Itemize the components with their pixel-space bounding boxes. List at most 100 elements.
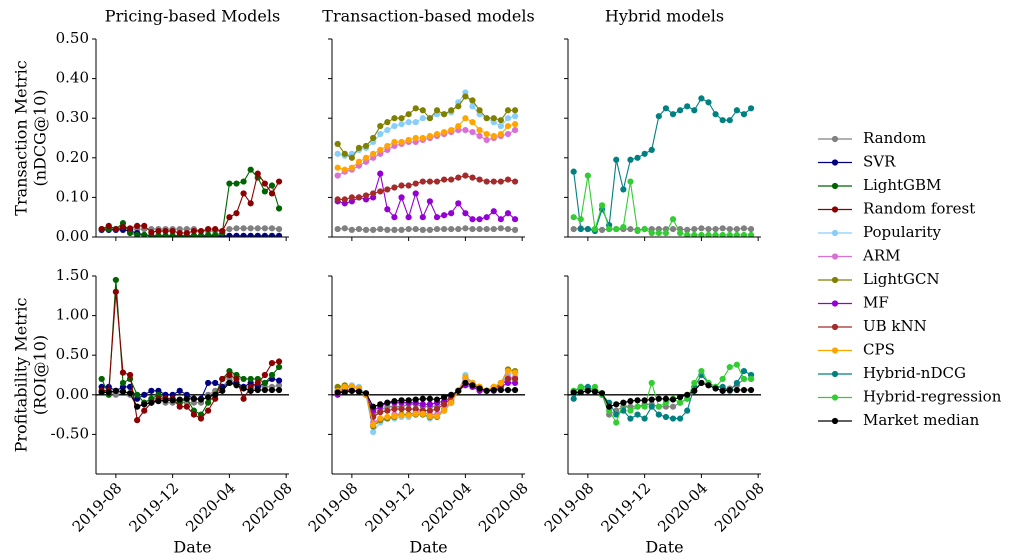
legend-label: UB kNN [863, 317, 927, 335]
data-point [669, 216, 677, 223]
data-point [469, 119, 476, 126]
y-axis-label: (nDCG@10) [31, 90, 50, 187]
legend-marker [831, 370, 839, 378]
data-point [275, 363, 283, 371]
data-point [254, 379, 261, 387]
y-tick-label: 0.40 [56, 69, 89, 87]
data-point [226, 214, 233, 221]
data-point [691, 225, 698, 233]
legend-label: LightGBM [863, 176, 941, 194]
data-point [490, 386, 497, 394]
data-point [483, 136, 490, 144]
data-point [334, 140, 341, 148]
data-point [362, 192, 370, 199]
data-point [405, 214, 412, 221]
data-point [641, 397, 648, 404]
data-point [504, 123, 512, 130]
data-point [197, 232, 205, 237]
data-point [677, 394, 684, 401]
data-point [441, 128, 448, 136]
data-point [197, 415, 205, 422]
data-point [476, 385, 483, 392]
data-point [483, 130, 490, 138]
data-point [254, 225, 261, 232]
data-point [233, 375, 240, 383]
data-point [334, 150, 341, 157]
data-point [275, 178, 283, 185]
data-point [570, 395, 577, 402]
data-point [391, 138, 398, 146]
data-point [669, 225, 677, 233]
data-point [405, 119, 412, 126]
data-point [490, 115, 497, 122]
data-point [469, 216, 476, 223]
data-point [733, 231, 740, 237]
data-point [469, 382, 476, 389]
data-point [433, 214, 441, 221]
data-point [98, 389, 105, 396]
panel: Hybrid models [564, 7, 761, 241]
y-tick-label: 0.10 [56, 187, 89, 205]
data-point [511, 113, 519, 120]
data-point [698, 95, 705, 102]
data-point [134, 391, 141, 398]
data-point [469, 103, 476, 110]
data-point [261, 371, 268, 379]
data-point [240, 225, 247, 232]
data-point [483, 214, 490, 221]
data-point [504, 176, 512, 183]
data-point [162, 227, 169, 235]
data-point [391, 115, 398, 122]
data-point [254, 386, 261, 394]
data-point [334, 389, 341, 396]
data-point [377, 409, 384, 416]
data-point [504, 375, 512, 383]
data-point [377, 130, 384, 138]
data-point [504, 107, 512, 114]
data-point [240, 178, 247, 185]
data-point [391, 405, 398, 413]
data-point [119, 369, 127, 376]
data-point [570, 214, 577, 221]
data-point [655, 229, 662, 237]
data-point [126, 229, 134, 237]
data-point [398, 115, 405, 122]
data-point [698, 231, 705, 237]
data-point [233, 382, 240, 389]
data-point [641, 150, 648, 157]
data-point [433, 130, 441, 138]
data-point [341, 150, 348, 157]
data-point [275, 358, 283, 365]
data-point [334, 196, 341, 203]
data-point [405, 111, 412, 118]
y-tick-label: 0.50 [56, 29, 89, 47]
data-point [462, 379, 469, 387]
data-point [648, 396, 655, 403]
x-tick-label: 2020-08 [239, 479, 296, 536]
data-point [426, 413, 434, 420]
data-point [719, 375, 726, 383]
data-point [419, 107, 426, 114]
legend-label: Hybrid-regression [863, 388, 1002, 406]
data-point [341, 196, 348, 203]
data-point [355, 144, 363, 151]
x-axis-label: Date [409, 538, 447, 557]
data-point [726, 117, 733, 124]
data-point [490, 208, 497, 215]
data-point [261, 379, 268, 387]
data-point [655, 113, 662, 120]
data-point [747, 386, 755, 394]
data-point [226, 232, 233, 237]
data-point [384, 206, 391, 213]
data-point [355, 388, 363, 395]
y-tick-label: 1.00 [56, 306, 89, 324]
data-point [370, 428, 377, 436]
data-point [334, 225, 341, 233]
data-point [334, 172, 341, 179]
data-point [205, 399, 212, 406]
data-point [591, 225, 599, 233]
data-point [448, 210, 455, 217]
data-point [476, 126, 483, 134]
data-point [448, 176, 455, 183]
